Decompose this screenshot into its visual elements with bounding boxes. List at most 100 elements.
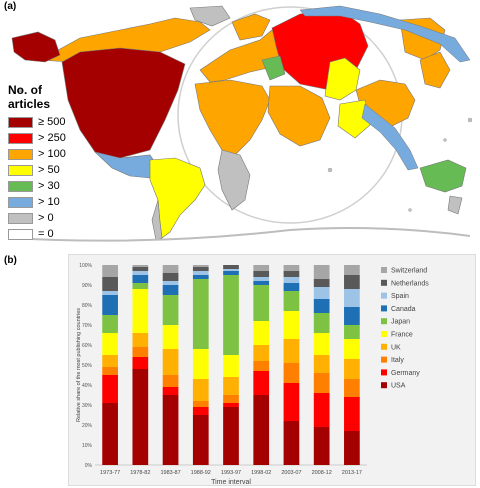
y-tick-label: 90% xyxy=(82,283,93,289)
bar-segment xyxy=(192,401,209,407)
bar-segment xyxy=(253,371,270,395)
map-legend-label: > 50 xyxy=(38,164,60,176)
bar-segment xyxy=(132,275,149,283)
bar-segment xyxy=(344,397,360,431)
bar-segment xyxy=(283,363,300,383)
legend-label: Germany xyxy=(391,370,420,377)
map-legend-label: > 100 xyxy=(38,148,66,160)
bar-segment xyxy=(102,367,118,375)
legend-label: Switzerland xyxy=(391,268,427,275)
bar-segment xyxy=(283,383,300,421)
bar-segment xyxy=(192,349,209,379)
bar-segment xyxy=(162,349,179,375)
bar-segment xyxy=(313,355,330,373)
legend-label: Spain xyxy=(391,293,409,300)
map-legend-label: > 250 xyxy=(38,132,66,144)
bar-segment xyxy=(313,393,330,427)
bar-segment xyxy=(283,265,300,271)
y-tick-label: 50% xyxy=(82,363,93,369)
legend-label: USA xyxy=(391,383,406,390)
y-tick-label: 0% xyxy=(85,463,93,469)
bar-segment xyxy=(313,427,330,465)
y-axis-title: Relative share of the most publishing co… xyxy=(76,308,82,422)
legend-label: Netherlands xyxy=(391,280,429,287)
region-new-zealand xyxy=(447,195,463,215)
bar-segment xyxy=(132,333,149,347)
bar-segment xyxy=(283,283,300,291)
region-netherlands xyxy=(261,55,286,81)
bar-segment xyxy=(344,431,360,465)
bar-segment xyxy=(162,295,179,325)
map-legend-swatch xyxy=(8,181,33,192)
bar-segment xyxy=(102,277,118,291)
bar-segment xyxy=(132,271,149,275)
map-legend-swatch xyxy=(8,117,33,128)
bar-segment xyxy=(162,387,179,395)
bar-segment xyxy=(132,283,149,289)
bar-segment xyxy=(223,395,239,403)
bar-segment xyxy=(162,325,179,349)
bar-segment xyxy=(102,403,118,465)
legend-swatch xyxy=(381,369,387,376)
region-alaska xyxy=(11,31,61,63)
world-cartogram-map xyxy=(9,5,473,242)
bar-segment xyxy=(132,369,149,465)
bar-segment xyxy=(192,265,209,267)
bar-segment xyxy=(162,265,179,273)
bar-segment xyxy=(313,279,330,287)
map-legend-label: ≥ 500 xyxy=(38,116,66,128)
map-legend-swatch xyxy=(8,197,33,208)
bar-segment xyxy=(344,265,360,275)
bar-segment xyxy=(102,355,118,367)
x-tick-label: 2008-12 xyxy=(312,470,332,476)
bar-segment xyxy=(253,271,270,277)
y-tick-label: 80% xyxy=(82,303,93,309)
bar-segment xyxy=(223,271,239,275)
bar-segment xyxy=(253,321,270,345)
region-scandinavia xyxy=(231,13,271,41)
legend-swatch xyxy=(381,279,387,286)
bar-segment xyxy=(283,291,300,311)
bar-segment xyxy=(313,373,330,393)
x-tick-label: 1998-02 xyxy=(251,470,271,476)
x-tick-label: 2003-07 xyxy=(281,470,301,476)
x-tick-label: 1993-97 xyxy=(221,470,241,476)
bar-segment xyxy=(253,361,270,371)
bar-segment xyxy=(283,277,300,283)
y-tick-label: 10% xyxy=(82,443,93,449)
bar-segment xyxy=(132,347,149,357)
bar-segment xyxy=(223,403,239,407)
region-india xyxy=(337,99,371,139)
bar-segment xyxy=(313,299,330,313)
legend-title: No. of articles xyxy=(8,83,51,111)
legend-label: Italy xyxy=(391,357,404,364)
y-tick-label: 40% xyxy=(82,383,93,389)
bar-segment xyxy=(344,339,360,359)
bar-segment xyxy=(102,265,118,277)
chart-container: 0% 10% 20% 30% 40% 50% 60% 70% 80% 90% 100% 1973-77… xyxy=(68,254,476,486)
bar-segment xyxy=(223,355,239,377)
x-tick-label: 1978-82 xyxy=(130,470,150,476)
bar-segment xyxy=(283,421,300,465)
bar-segment xyxy=(253,285,270,321)
region-africa-south xyxy=(217,149,251,211)
bar-segment xyxy=(344,325,360,339)
region-antarctica xyxy=(9,227,471,242)
region-strip-east xyxy=(361,103,419,171)
legend-swatch xyxy=(381,356,387,363)
bar-segment xyxy=(102,375,118,403)
region-japan xyxy=(419,51,451,89)
panel-b-label: (b) xyxy=(4,255,17,266)
bar-segment xyxy=(162,285,179,295)
map-legend-swatch xyxy=(8,133,33,144)
legend-swatch xyxy=(381,267,387,273)
x-tick-label: 1983-87 xyxy=(160,470,180,476)
legend-label: Canada xyxy=(391,306,416,313)
legend-swatch xyxy=(381,331,387,337)
x-axis-title: Time interval xyxy=(211,479,251,485)
region-brazil xyxy=(149,157,206,239)
bar-segment xyxy=(313,313,330,333)
region-africa-north xyxy=(194,79,271,156)
bar-segment xyxy=(223,407,239,465)
legend-swatch xyxy=(381,305,387,312)
